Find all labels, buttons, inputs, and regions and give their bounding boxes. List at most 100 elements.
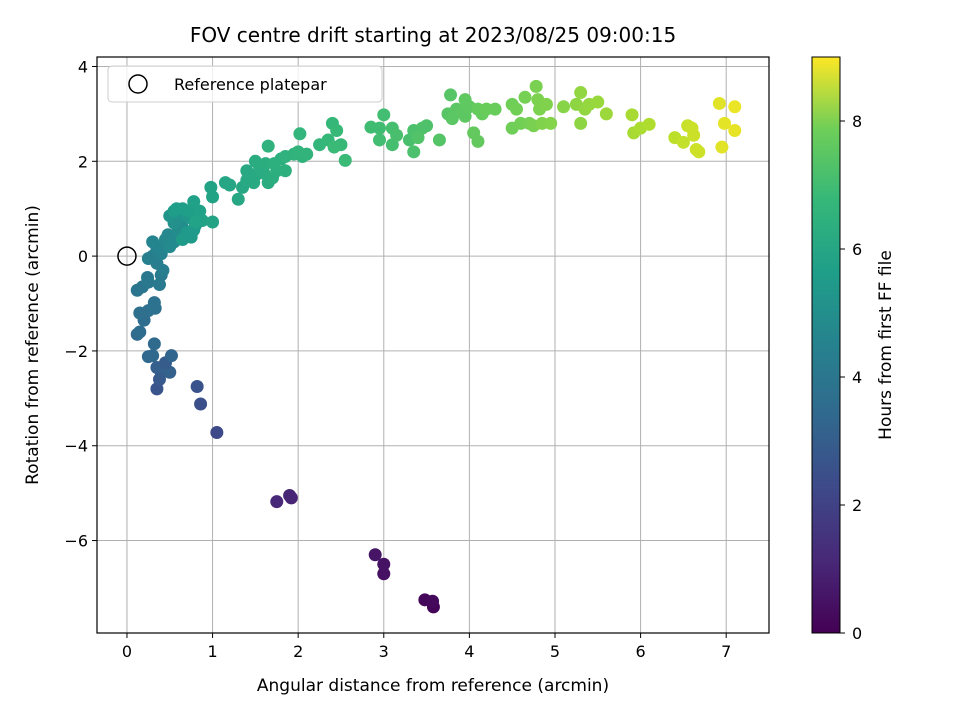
colorbar-tick-label: 0 [852,624,862,643]
data-point [188,215,202,229]
data-point [377,567,391,581]
data-point [206,215,220,229]
data-point [163,240,177,254]
reference-platepar-marker [117,246,137,266]
scatter-points [130,79,742,614]
y-tick-label: −4 [64,437,88,456]
data-point [164,349,178,363]
data-point [432,133,446,147]
x-tick-label: 1 [207,642,217,661]
data-point [676,135,690,149]
data-point [210,425,224,439]
grid [97,57,769,633]
data-point [261,139,275,153]
data-point [544,116,558,130]
colorbar-ticks: 0 2 4 6 8 [840,112,862,643]
colorbar-label: Hours from first FF file [876,250,896,440]
data-point [187,195,201,209]
data-point [270,495,284,509]
colorbar-tick-label: 2 [852,496,862,515]
data-point [327,140,341,154]
data-point [599,107,613,121]
data-point [687,128,701,142]
data-point [293,127,307,141]
data-point [141,350,155,364]
data-point [147,337,161,351]
data-point [182,204,196,218]
plot-frame [96,56,770,634]
colorbar-gradient [811,56,841,634]
data-point [471,134,485,148]
y-tick-label: −6 [64,532,88,551]
data-point [278,164,292,178]
data-point [625,108,639,122]
legend: Reference platepar [107,65,383,103]
x-axis-label: Angular distance from reference (arcmin) [257,676,609,696]
data-point [206,190,220,204]
x-tick-label: 3 [379,642,389,661]
y-tick-label: 2 [78,152,88,171]
data-point [692,145,706,159]
data-point [715,140,729,154]
colorbar-tick-label: 8 [852,112,862,131]
data-point [539,97,553,111]
legend-box [107,65,383,103]
data-point [133,325,147,339]
data-point [728,100,742,114]
colorbar-tick-label: 4 [852,368,862,387]
y-tick-label: 4 [78,57,88,76]
legend-marker-icon [128,74,148,94]
data-point [372,133,386,147]
data-point [407,145,421,159]
x-axis-ticks: 0 1 2 3 4 5 6 7 [122,633,731,661]
data-point [411,131,425,145]
data-point [231,192,245,206]
data-point [728,123,742,137]
data-point [642,117,656,131]
data-point [283,489,297,503]
data-point [147,296,161,310]
y-axis-ticks: −6 −4 −2 0 2 4 [64,57,97,551]
data-point [176,233,190,247]
x-tick-label: 7 [721,642,731,661]
data-point [377,557,391,571]
x-tick-label: 4 [464,642,474,661]
y-tick-label: 0 [78,247,88,266]
data-point [574,86,588,100]
x-tick-label: 0 [122,642,132,661]
y-tick-label: −2 [64,342,88,361]
data-point [223,178,237,192]
data-point [390,128,404,142]
data-point [509,102,523,116]
y-axis-label: Rotation from reference (arcmin) [23,205,43,485]
x-tick-label: 6 [635,642,645,661]
data-point [377,108,391,122]
data-point [557,100,571,114]
data-point [574,116,588,130]
data-point [330,123,344,137]
data-point [444,88,458,102]
data-point [717,116,731,130]
data-point [518,90,532,104]
data-point [338,153,352,167]
data-point [488,102,502,116]
legend-entry-label: Reference platepar [174,75,327,94]
x-tick-label: 5 [550,642,560,661]
data-point [426,594,440,608]
data-point [529,79,543,93]
data-point [194,397,208,411]
x-tick-label: 2 [293,642,303,661]
data-point [248,154,262,168]
data-point [190,379,204,393]
data-point [368,548,382,562]
colorbar-tick-label: 6 [852,240,862,259]
data-point [141,270,155,284]
chart-title: FOV centre drift starting at 2023/08/25 … [190,23,676,47]
data-point [300,147,314,161]
data-point [591,95,605,109]
data-point [372,121,386,135]
data-point [712,96,726,110]
data-point [420,119,434,133]
colorbar: 0 2 4 6 8 Hours from first FF file [811,56,896,643]
